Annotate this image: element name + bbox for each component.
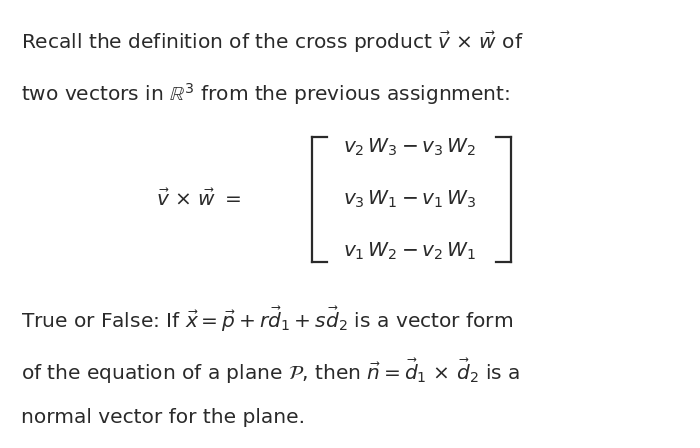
Text: $v_3\,W_1 - v_1\,W_3$: $v_3\,W_1 - v_1\,W_3$ [343,189,476,210]
Text: two vectors in $\mathbb{R}^3$ from the previous assignment:: two vectors in $\mathbb{R}^3$ from the p… [21,81,510,107]
Text: True or False: If $\vec{x} = \vec{p} + r\vec{d}_1 + s\vec{d}_2$ is a vector form: True or False: If $\vec{x} = \vec{p} + r… [21,305,513,334]
Text: $v_1\,W_2 - v_2\,W_1$: $v_1\,W_2 - v_2\,W_1$ [343,240,476,262]
Text: $\vec{v}$ $\times$ $\vec{w}$ $=$: $\vec{v}$ $\times$ $\vec{w}$ $=$ [156,189,241,210]
Text: Recall the definition of the cross product $\vec{v}$ $\times$ $\vec{w}$ of: Recall the definition of the cross produ… [21,29,524,55]
Text: of the equation of a plane $\mathcal{P}$, then $\vec{n} = \vec{d}_1$ $\times$ $\: of the equation of a plane $\mathcal{P}$… [21,356,520,386]
Text: normal vector for the plane.: normal vector for the plane. [21,408,305,426]
Text: $v_2\,W_3 - v_3\,W_2$: $v_2\,W_3 - v_3\,W_2$ [343,137,476,159]
